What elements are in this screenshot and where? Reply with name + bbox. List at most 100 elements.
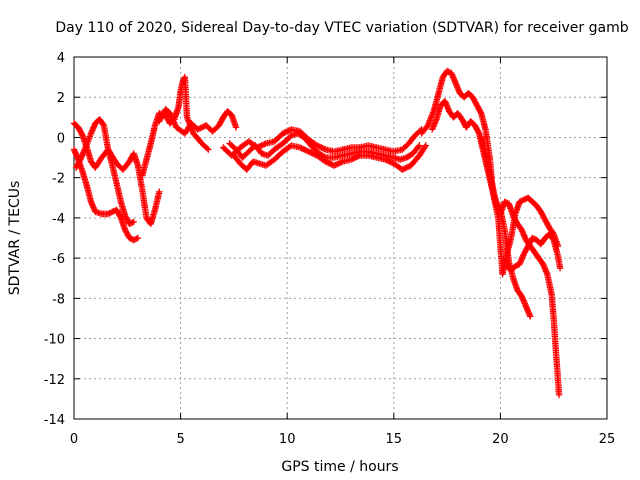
data-point [127, 220, 135, 227]
y-tick-label: -14 [44, 413, 65, 428]
data-point [445, 68, 452, 75]
data-point [477, 108, 484, 116]
data-point [502, 199, 510, 206]
data-point [384, 157, 392, 165]
data-point [383, 157, 390, 164]
data-point [316, 143, 324, 151]
data-point [282, 128, 289, 136]
data-point [261, 140, 268, 148]
y-axis-label: SDTVAR / TECUs [7, 181, 23, 296]
data-point [519, 197, 526, 204]
data-point [301, 146, 308, 153]
data-point [330, 162, 338, 169]
series-11 [478, 134, 562, 278]
data-point [501, 198, 508, 205]
y-tick-label: -12 [44, 373, 65, 388]
data-point [512, 262, 519, 270]
data-point [322, 158, 329, 165]
data-point [382, 156, 389, 163]
data-point [298, 144, 305, 152]
data-point [403, 164, 410, 171]
data-point [284, 128, 291, 135]
data-point [116, 213, 124, 220]
series-12 [503, 230, 564, 274]
data-point [352, 154, 359, 161]
data-point [313, 142, 321, 149]
data-point [315, 142, 322, 150]
data-point [517, 197, 525, 205]
data-point [299, 145, 307, 153]
data-point [232, 124, 240, 131]
y-tick-label: -2 [52, 172, 65, 187]
data-point [197, 124, 204, 132]
data-point [475, 128, 482, 136]
y-tick-label: 2 [57, 91, 65, 106]
data-point [305, 148, 312, 155]
data-point [333, 161, 341, 168]
y-tick-label: -6 [52, 252, 65, 267]
data-point [78, 130, 86, 138]
data-point [281, 129, 288, 136]
data-point [255, 143, 262, 151]
data-point [131, 236, 139, 243]
data-point [416, 142, 423, 149]
data-point [259, 141, 267, 149]
data-point [325, 159, 332, 167]
data-point [130, 218, 137, 226]
data-point [529, 234, 536, 242]
data-point [198, 124, 206, 131]
data-point [323, 159, 331, 166]
data-point [309, 150, 316, 157]
data-point [134, 234, 142, 242]
x-tick-label: 15 [386, 432, 403, 447]
data-point [443, 67, 451, 75]
data-point [127, 235, 135, 242]
data-point [530, 235, 538, 242]
data-point [104, 210, 112, 218]
data-point [386, 158, 393, 165]
data-point [107, 209, 115, 216]
data-point [332, 161, 339, 169]
data-point [256, 142, 264, 150]
grid [74, 57, 607, 419]
data-point [328, 161, 335, 168]
data-point [99, 120, 107, 128]
series-5 [156, 106, 240, 137]
series-10 [428, 98, 563, 399]
data-point [549, 235, 557, 243]
data-point [258, 142, 265, 149]
data-point [355, 153, 362, 160]
x-tick-label: 10 [279, 432, 296, 447]
y-tick-label: -10 [44, 333, 65, 348]
data-point [129, 219, 136, 226]
data-point [527, 313, 534, 320]
x-axis-label: GPS time / hours [281, 459, 398, 475]
series-9 [418, 67, 534, 320]
data-point [303, 147, 311, 155]
data-point [422, 142, 429, 149]
data-point [296, 144, 304, 151]
data-point [285, 127, 292, 134]
y-tick-label: 4 [57, 51, 65, 66]
data-point [205, 146, 212, 153]
data-point [400, 165, 407, 173]
y-tick-label: -8 [52, 292, 65, 307]
x-tick-label: 5 [176, 432, 184, 447]
data-point [556, 264, 564, 272]
data-point [338, 159, 345, 166]
data-points [70, 67, 564, 399]
x-tick-label: 0 [70, 432, 78, 447]
data-point [404, 163, 412, 171]
data-point [555, 391, 563, 399]
data-point [353, 153, 361, 161]
data-point [279, 130, 287, 137]
series-4 [139, 73, 212, 179]
series-7 [230, 142, 429, 173]
data-point [106, 209, 113, 217]
data-point [306, 148, 314, 156]
data-point [302, 146, 309, 154]
data-point [195, 125, 203, 132]
data-point [349, 155, 356, 163]
